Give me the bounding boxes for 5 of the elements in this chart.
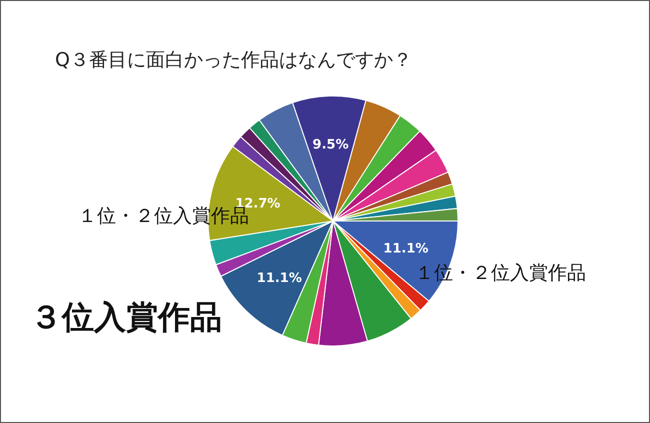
data-label: 11.1% xyxy=(383,241,428,256)
data-label: 11.1% xyxy=(256,270,302,286)
text: ３位入賞作品 xyxy=(30,298,222,336)
data-label: 9.5% xyxy=(312,138,349,153)
chart-title: Q３番目に面白かった作品はなんですか？ xyxy=(55,49,412,71)
